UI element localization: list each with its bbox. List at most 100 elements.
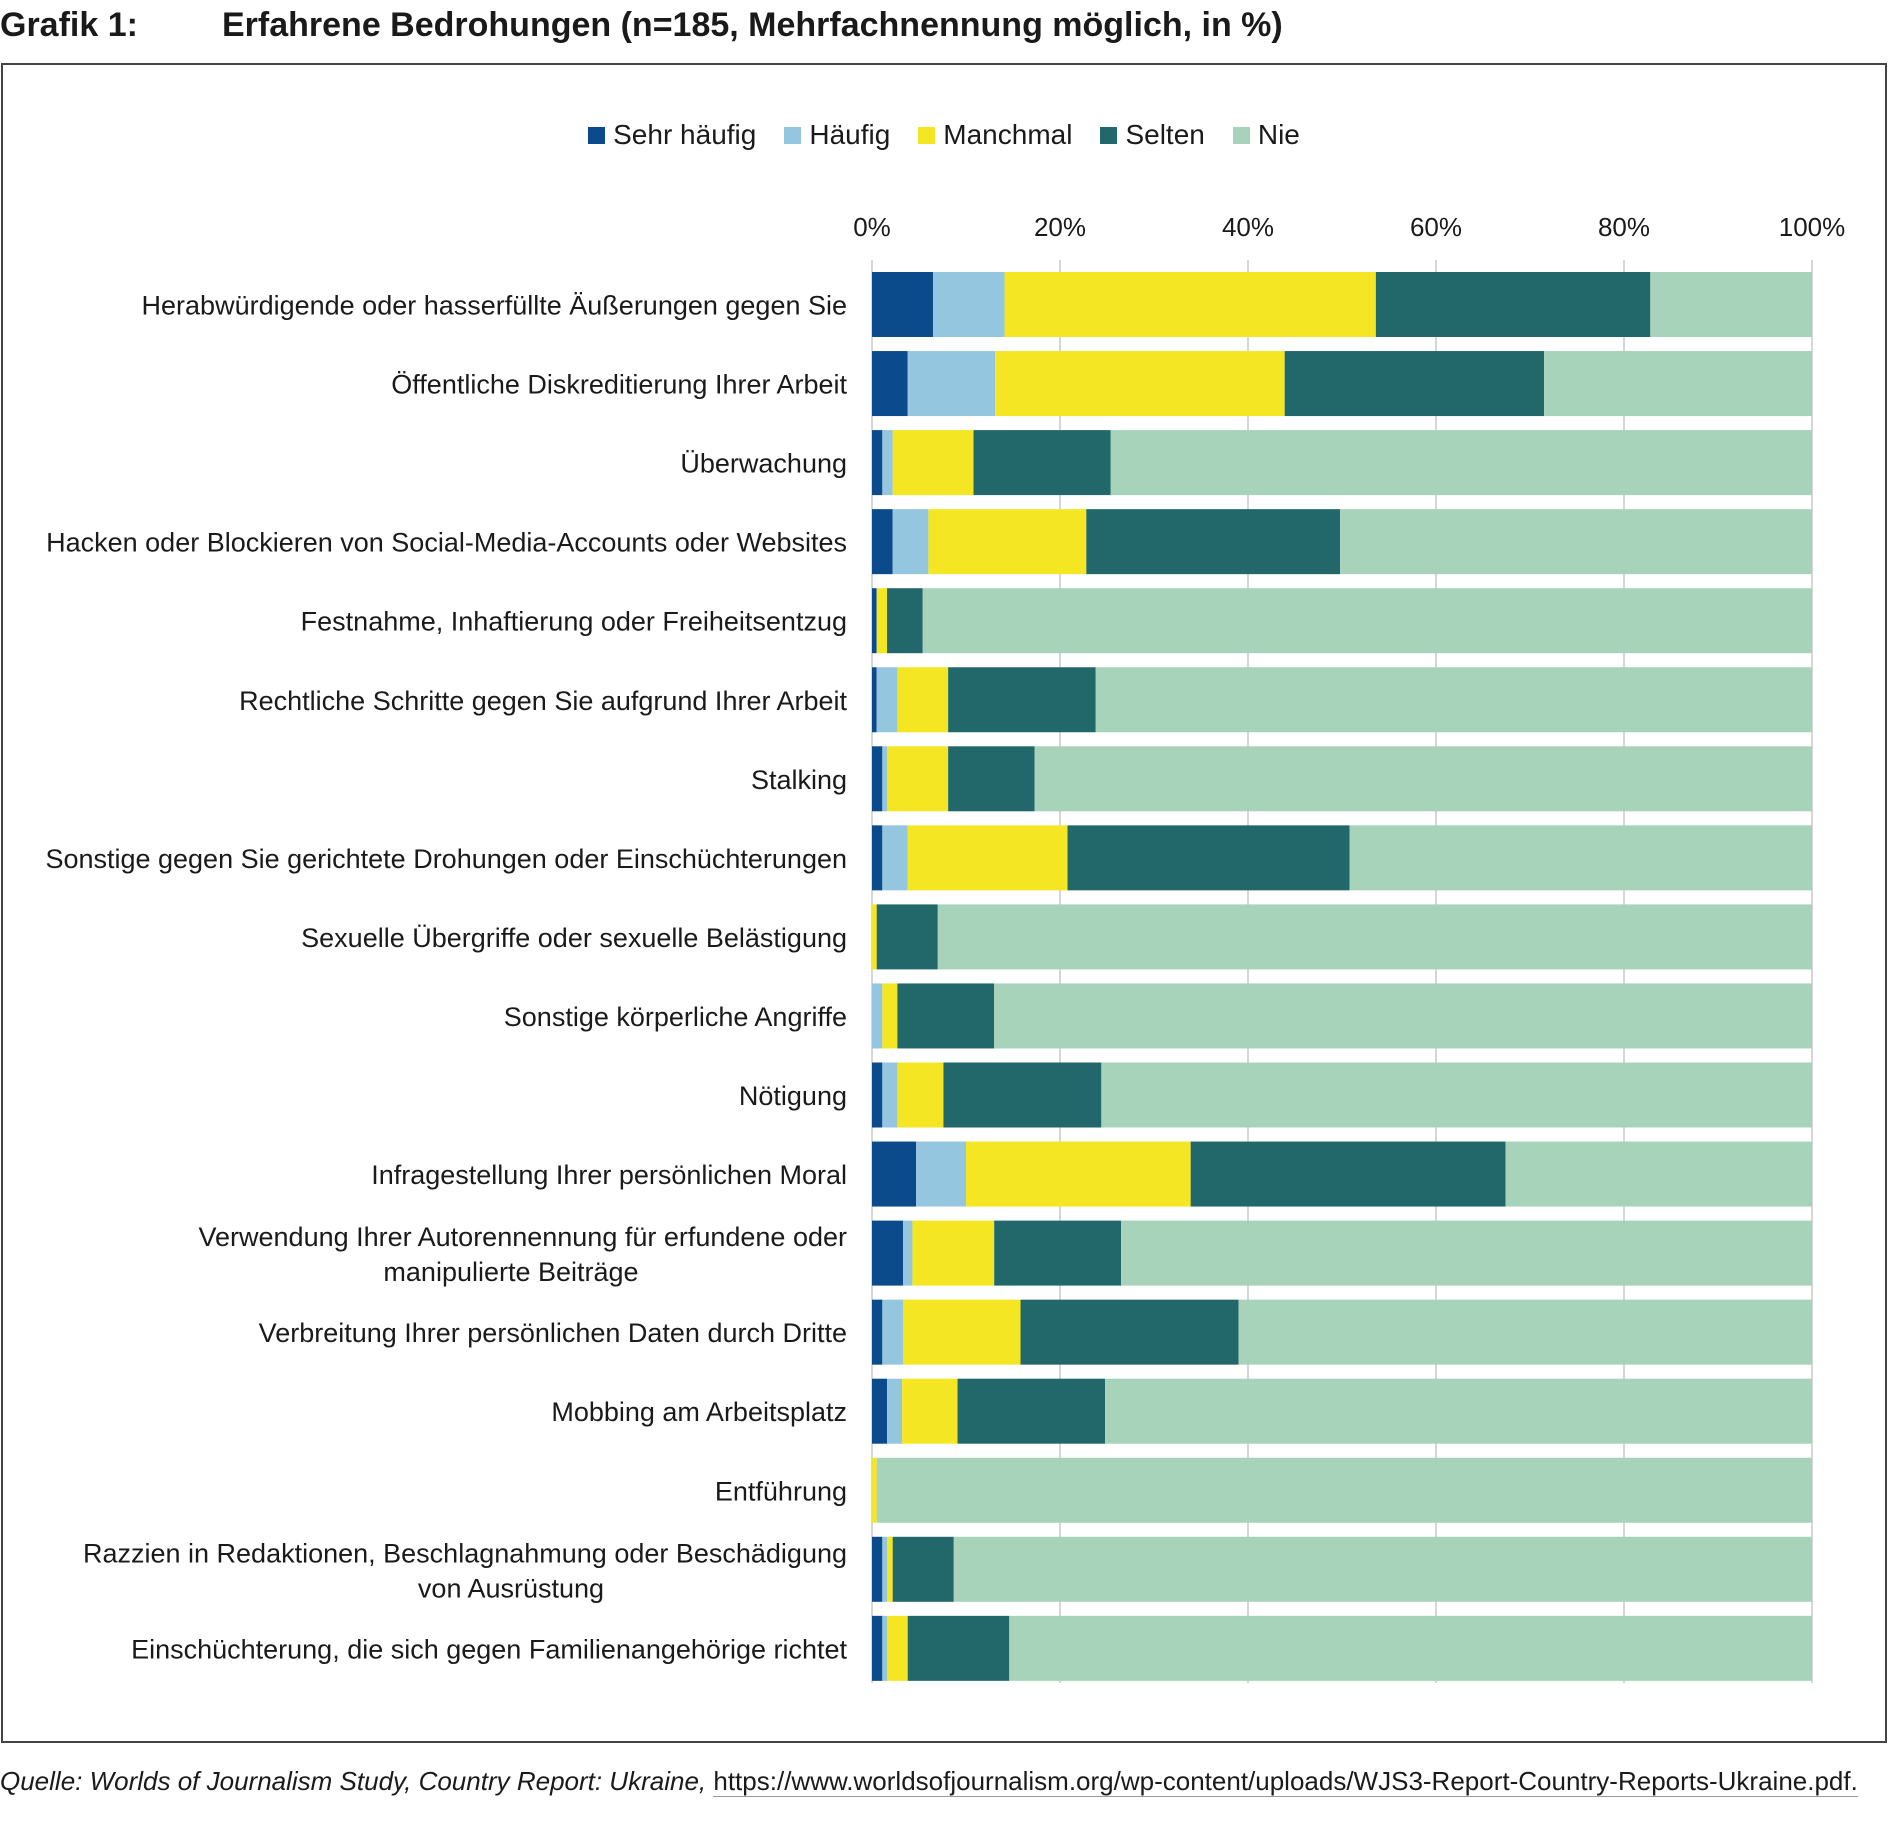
bar-segment bbox=[872, 667, 877, 733]
category-label: Verwendung Ihrer Autorennennung für erfu… bbox=[199, 1222, 848, 1287]
category-label: Öffentliche Diskreditierung Ihrer Arbeit bbox=[391, 370, 847, 400]
category-label: Mobbing am Arbeitsplatz bbox=[551, 1397, 847, 1427]
bar-segment bbox=[1505, 1141, 1812, 1207]
bar-segment bbox=[872, 351, 908, 417]
legend-item-manchmal: Manchmal bbox=[918, 119, 1072, 151]
bar-segment bbox=[872, 1141, 917, 1207]
bar-segment bbox=[943, 1062, 1102, 1128]
bar-segment bbox=[882, 1062, 898, 1128]
bar-segment bbox=[922, 588, 1812, 654]
bar-segment bbox=[1086, 509, 1341, 575]
bar-segment bbox=[994, 1220, 1122, 1286]
category-label: Festnahme, Inhaftierung oder Freiheitsen… bbox=[301, 607, 847, 637]
x-tick-label: 20% bbox=[1034, 212, 1086, 242]
bar-segment bbox=[887, 1615, 908, 1681]
category-label: Infragestellung Ihrer persönlichen Moral bbox=[371, 1160, 847, 1190]
bar-segment bbox=[872, 1299, 883, 1365]
category-label: Einschüchterung, die sich gegen Familien… bbox=[131, 1634, 847, 1664]
chart-legend: Sehr häufig Häufig Manchmal Selten Nie bbox=[3, 119, 1885, 151]
category-label: Razzien in Redaktionen, Beschlagnahmung … bbox=[83, 1538, 847, 1603]
bar-segment bbox=[903, 1220, 913, 1286]
x-tick-label: 60% bbox=[1410, 212, 1462, 242]
legend-label-nie: Nie bbox=[1257, 119, 1300, 150]
bar-segment bbox=[892, 430, 974, 496]
bar-segment bbox=[872, 983, 883, 1049]
bar-segment bbox=[1544, 351, 1812, 417]
bar-segment bbox=[957, 1378, 1106, 1444]
bar-segment bbox=[876, 904, 938, 970]
bar-segment bbox=[872, 1457, 877, 1523]
category-label: Hacken oder Blockieren von Social-Media-… bbox=[46, 528, 847, 558]
bar-segment bbox=[872, 1220, 904, 1286]
bar-segment bbox=[1020, 1299, 1239, 1365]
bar-segment bbox=[872, 509, 893, 575]
bar-segment bbox=[887, 588, 923, 654]
bar-segment bbox=[882, 746, 888, 812]
category-label: Überwachung bbox=[680, 449, 847, 479]
legend-item-haeufig: Häufig bbox=[784, 119, 890, 151]
category-label-line: manipulierte Beiträge bbox=[383, 1257, 638, 1287]
bar-segment bbox=[907, 825, 1068, 891]
legend-item-selten: Selten bbox=[1100, 119, 1205, 151]
bar-segment bbox=[1375, 272, 1651, 337]
source-note: Quelle: Worlds of Journalism Study, Coun… bbox=[0, 1762, 1880, 1800]
bar-segment bbox=[897, 667, 949, 733]
bar-segment bbox=[1238, 1299, 1812, 1365]
category-label: Rechtliche Schritte gegen Sie aufgrund I… bbox=[239, 686, 847, 716]
stacked-bar-chart: 0% 20% 40% 60% 80% 100% Herabwürdigende oder h… bbox=[45, 212, 1845, 1683]
bar-segment bbox=[872, 272, 934, 337]
category-label: Nötigung bbox=[739, 1081, 847, 1111]
bar-segment bbox=[897, 1062, 944, 1128]
bar-segment bbox=[1284, 351, 1545, 417]
bar-segment bbox=[887, 1378, 903, 1444]
bar-segment bbox=[912, 1220, 995, 1286]
bar-segment bbox=[872, 430, 883, 496]
bar-segment bbox=[876, 588, 888, 654]
legend-label-sehr-haeufig: Sehr häufig bbox=[613, 119, 757, 150]
legend-item-nie: Nie bbox=[1232, 119, 1300, 151]
legend-swatch-sehr-haeufig bbox=[588, 126, 606, 144]
bar-segment bbox=[882, 1615, 888, 1681]
source-link[interactable]: https://www.worldsofjournalism.org/wp-co… bbox=[713, 1766, 1858, 1797]
bar-segment bbox=[907, 351, 996, 417]
bar-segment bbox=[876, 1457, 1812, 1523]
legend-label-manchmal: Manchmal bbox=[943, 119, 1073, 150]
legend-swatch-manchmal bbox=[918, 126, 936, 144]
x-tick-label: 0% bbox=[853, 212, 891, 242]
bar-segment bbox=[872, 588, 877, 654]
bar-segment bbox=[948, 746, 1035, 812]
category-label: Verbreitung Ihrer persönlichen Daten dur… bbox=[259, 1318, 847, 1348]
category-label-line: Razzien in Redaktionen, Beschlagnahmung … bbox=[83, 1538, 847, 1568]
bar-segment bbox=[916, 1141, 966, 1207]
category-label: Stalking bbox=[751, 765, 847, 795]
category-label-line: Verwendung Ihrer Autorennennung für erfu… bbox=[199, 1222, 848, 1252]
bar-segment bbox=[872, 904, 877, 970]
figure-label: Grafik 1: bbox=[0, 6, 138, 44]
bar-segment bbox=[973, 430, 1111, 496]
bar-segment bbox=[907, 1615, 1010, 1681]
category-label: Sonstige körperliche Angriffe bbox=[504, 1002, 847, 1032]
bar-segment bbox=[882, 983, 898, 1049]
legend-swatch-haeufig bbox=[784, 126, 802, 144]
bar-segment bbox=[882, 430, 893, 496]
legend-label-haeufig: Häufig bbox=[809, 119, 891, 150]
bar-segment bbox=[1340, 509, 1812, 575]
bar-segment bbox=[937, 904, 1812, 970]
bar-segment bbox=[1110, 430, 1812, 496]
category-label: Entführung bbox=[715, 1476, 847, 1506]
bar-segment bbox=[872, 1378, 888, 1444]
bar-segment bbox=[948, 667, 1096, 733]
chart-frame: Sehr häufig Häufig Manchmal Selten Nie 0… bbox=[1, 63, 1887, 1743]
bar-segment bbox=[882, 1299, 904, 1365]
bar-segment bbox=[892, 1536, 954, 1602]
bar-segment bbox=[872, 1615, 883, 1681]
bar-segment bbox=[872, 746, 883, 812]
bar-segment bbox=[933, 272, 1005, 337]
legend-label-selten: Selten bbox=[1125, 119, 1205, 150]
bar-segment bbox=[1101, 1062, 1812, 1128]
bar-segment bbox=[1034, 746, 1812, 812]
bar-segment bbox=[872, 825, 883, 891]
bar-segment bbox=[994, 983, 1812, 1049]
bar-segment bbox=[1121, 1220, 1812, 1286]
bar-segment bbox=[887, 746, 949, 812]
